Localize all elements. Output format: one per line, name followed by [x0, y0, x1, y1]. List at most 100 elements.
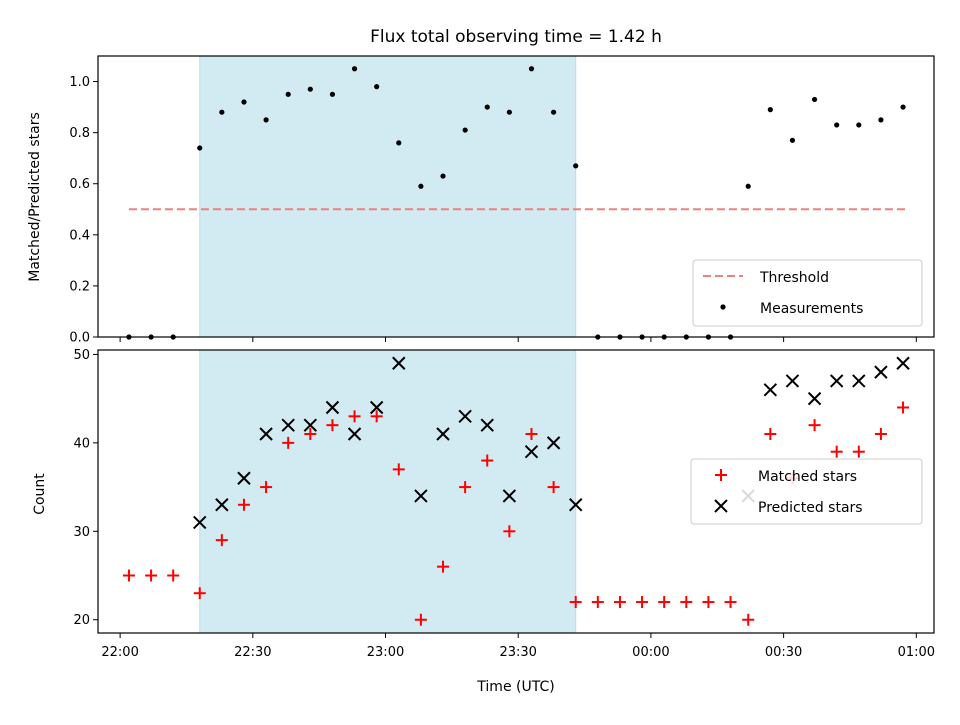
measurement-point: [396, 140, 402, 146]
bottom-y-axis-label: Count: [32, 473, 48, 515]
matched-point: [167, 569, 180, 582]
legend-measurements-swatch: [720, 304, 726, 310]
predicted-point: [259, 427, 273, 441]
matched-point: [304, 428, 317, 441]
predicted-point: [215, 498, 229, 512]
y-tick-label: 30: [73, 525, 90, 540]
matched-point: [237, 498, 250, 511]
y-tick-label: 0.2: [69, 279, 90, 294]
predicted-point: [436, 427, 450, 441]
measurement-point: [440, 173, 446, 179]
predicted-point: [763, 383, 778, 397]
matched-point: [215, 534, 228, 547]
predicted-point: [546, 436, 561, 450]
predicted-point: [829, 374, 844, 388]
legend-matched-swatch: [715, 469, 727, 481]
matched-point: [503, 525, 516, 538]
measurement-point: [307, 86, 313, 92]
top-legend-box: [692, 259, 923, 327]
measurement-point: [789, 137, 796, 143]
predicted-point: [896, 356, 910, 370]
legend-measurements-label: Measurements: [760, 301, 863, 317]
top-y-axis-label: Matched/Predicted stars: [27, 112, 43, 282]
matched-point: [437, 560, 450, 573]
predicted-point: [369, 400, 384, 415]
predicted-point: [303, 418, 318, 432]
matched-point: [122, 569, 135, 582]
y-tick-label: 1.0: [69, 75, 90, 90]
measurement-point: [767, 107, 773, 113]
matched-point: [282, 436, 295, 449]
x-tick-label: 22:30: [234, 645, 271, 660]
matched-point: [326, 419, 339, 432]
measurement-point: [263, 117, 269, 123]
matched-point: [680, 596, 693, 609]
measurement-point: [573, 163, 579, 169]
measurement-point: [506, 109, 512, 115]
predicted-point: [325, 400, 340, 415]
legend-matched-label: Matched stars: [758, 469, 857, 485]
predicted-point: [852, 374, 866, 388]
measurement-point: [484, 104, 490, 110]
measurement-point: [219, 109, 225, 115]
top-panel: 0.0 0.2 0.4 0.6 0.8 1.0: [69, 55, 935, 346]
legend-predicted-label: Predicted stars: [758, 500, 863, 516]
matched-point: [547, 481, 560, 494]
matched-point: [852, 445, 865, 458]
legend-threshold-label: Threshold: [759, 270, 829, 286]
shaded-region: [199, 349, 577, 634]
matched-point: [764, 428, 777, 441]
measurement-point: [900, 104, 906, 110]
x-tick-label: 00:00: [632, 645, 669, 660]
predicted-point: [502, 489, 517, 503]
plot-frame: [97, 349, 935, 634]
predicted-point: [524, 444, 539, 459]
measurement-point: [834, 122, 840, 128]
predicted-point: [458, 409, 472, 424]
matched-point: [459, 481, 472, 494]
chart-title: Flux total observing time = 1.42 h: [370, 27, 662, 47]
matched-point: [569, 596, 582, 609]
measurement-point: [745, 183, 751, 189]
measurement-point: [462, 127, 468, 133]
y-tick-label: 20: [73, 613, 90, 628]
matched-point: [193, 587, 206, 600]
x-tick-label: 01:00: [898, 645, 935, 660]
x-tick-label: 00:30: [765, 645, 802, 660]
matched-point: [636, 596, 649, 609]
predicted-point: [874, 365, 888, 379]
matched-point: [830, 445, 843, 458]
predicted-point: [347, 427, 362, 441]
x-tick-label: 23:30: [499, 645, 536, 660]
matched-point: [370, 410, 383, 423]
shaded-region: [199, 55, 577, 338]
matched-point: [260, 481, 273, 494]
measurement-point: [329, 91, 336, 97]
matched-point: [613, 596, 626, 609]
predicted-point: [807, 391, 822, 406]
matched-point: [481, 454, 494, 467]
predicted-point: [281, 418, 295, 432]
matched-point: [658, 596, 671, 609]
predicted-point: [237, 471, 251, 485]
measurement-point: [550, 109, 557, 115]
measurement-point: [351, 66, 358, 72]
predicted-point: [392, 356, 406, 370]
legend-predicted-swatch: [714, 499, 728, 513]
matched-point: [702, 596, 715, 609]
measurement-point: [197, 145, 203, 151]
matched-point: [348, 410, 361, 423]
y-tick-label: 0.4: [69, 228, 90, 243]
measurement-point: [811, 96, 818, 103]
y-tick-label: 0.8: [69, 126, 90, 141]
matched-point: [724, 596, 737, 609]
predicted-point: [193, 515, 207, 530]
predicted-point: [414, 489, 428, 503]
matched-point: [808, 419, 821, 432]
y-tick-label: 0.6: [69, 177, 90, 192]
matched-point: [414, 613, 427, 626]
matched-point: [145, 569, 158, 582]
matched-point: [742, 613, 755, 626]
measurement-point: [418, 183, 424, 189]
